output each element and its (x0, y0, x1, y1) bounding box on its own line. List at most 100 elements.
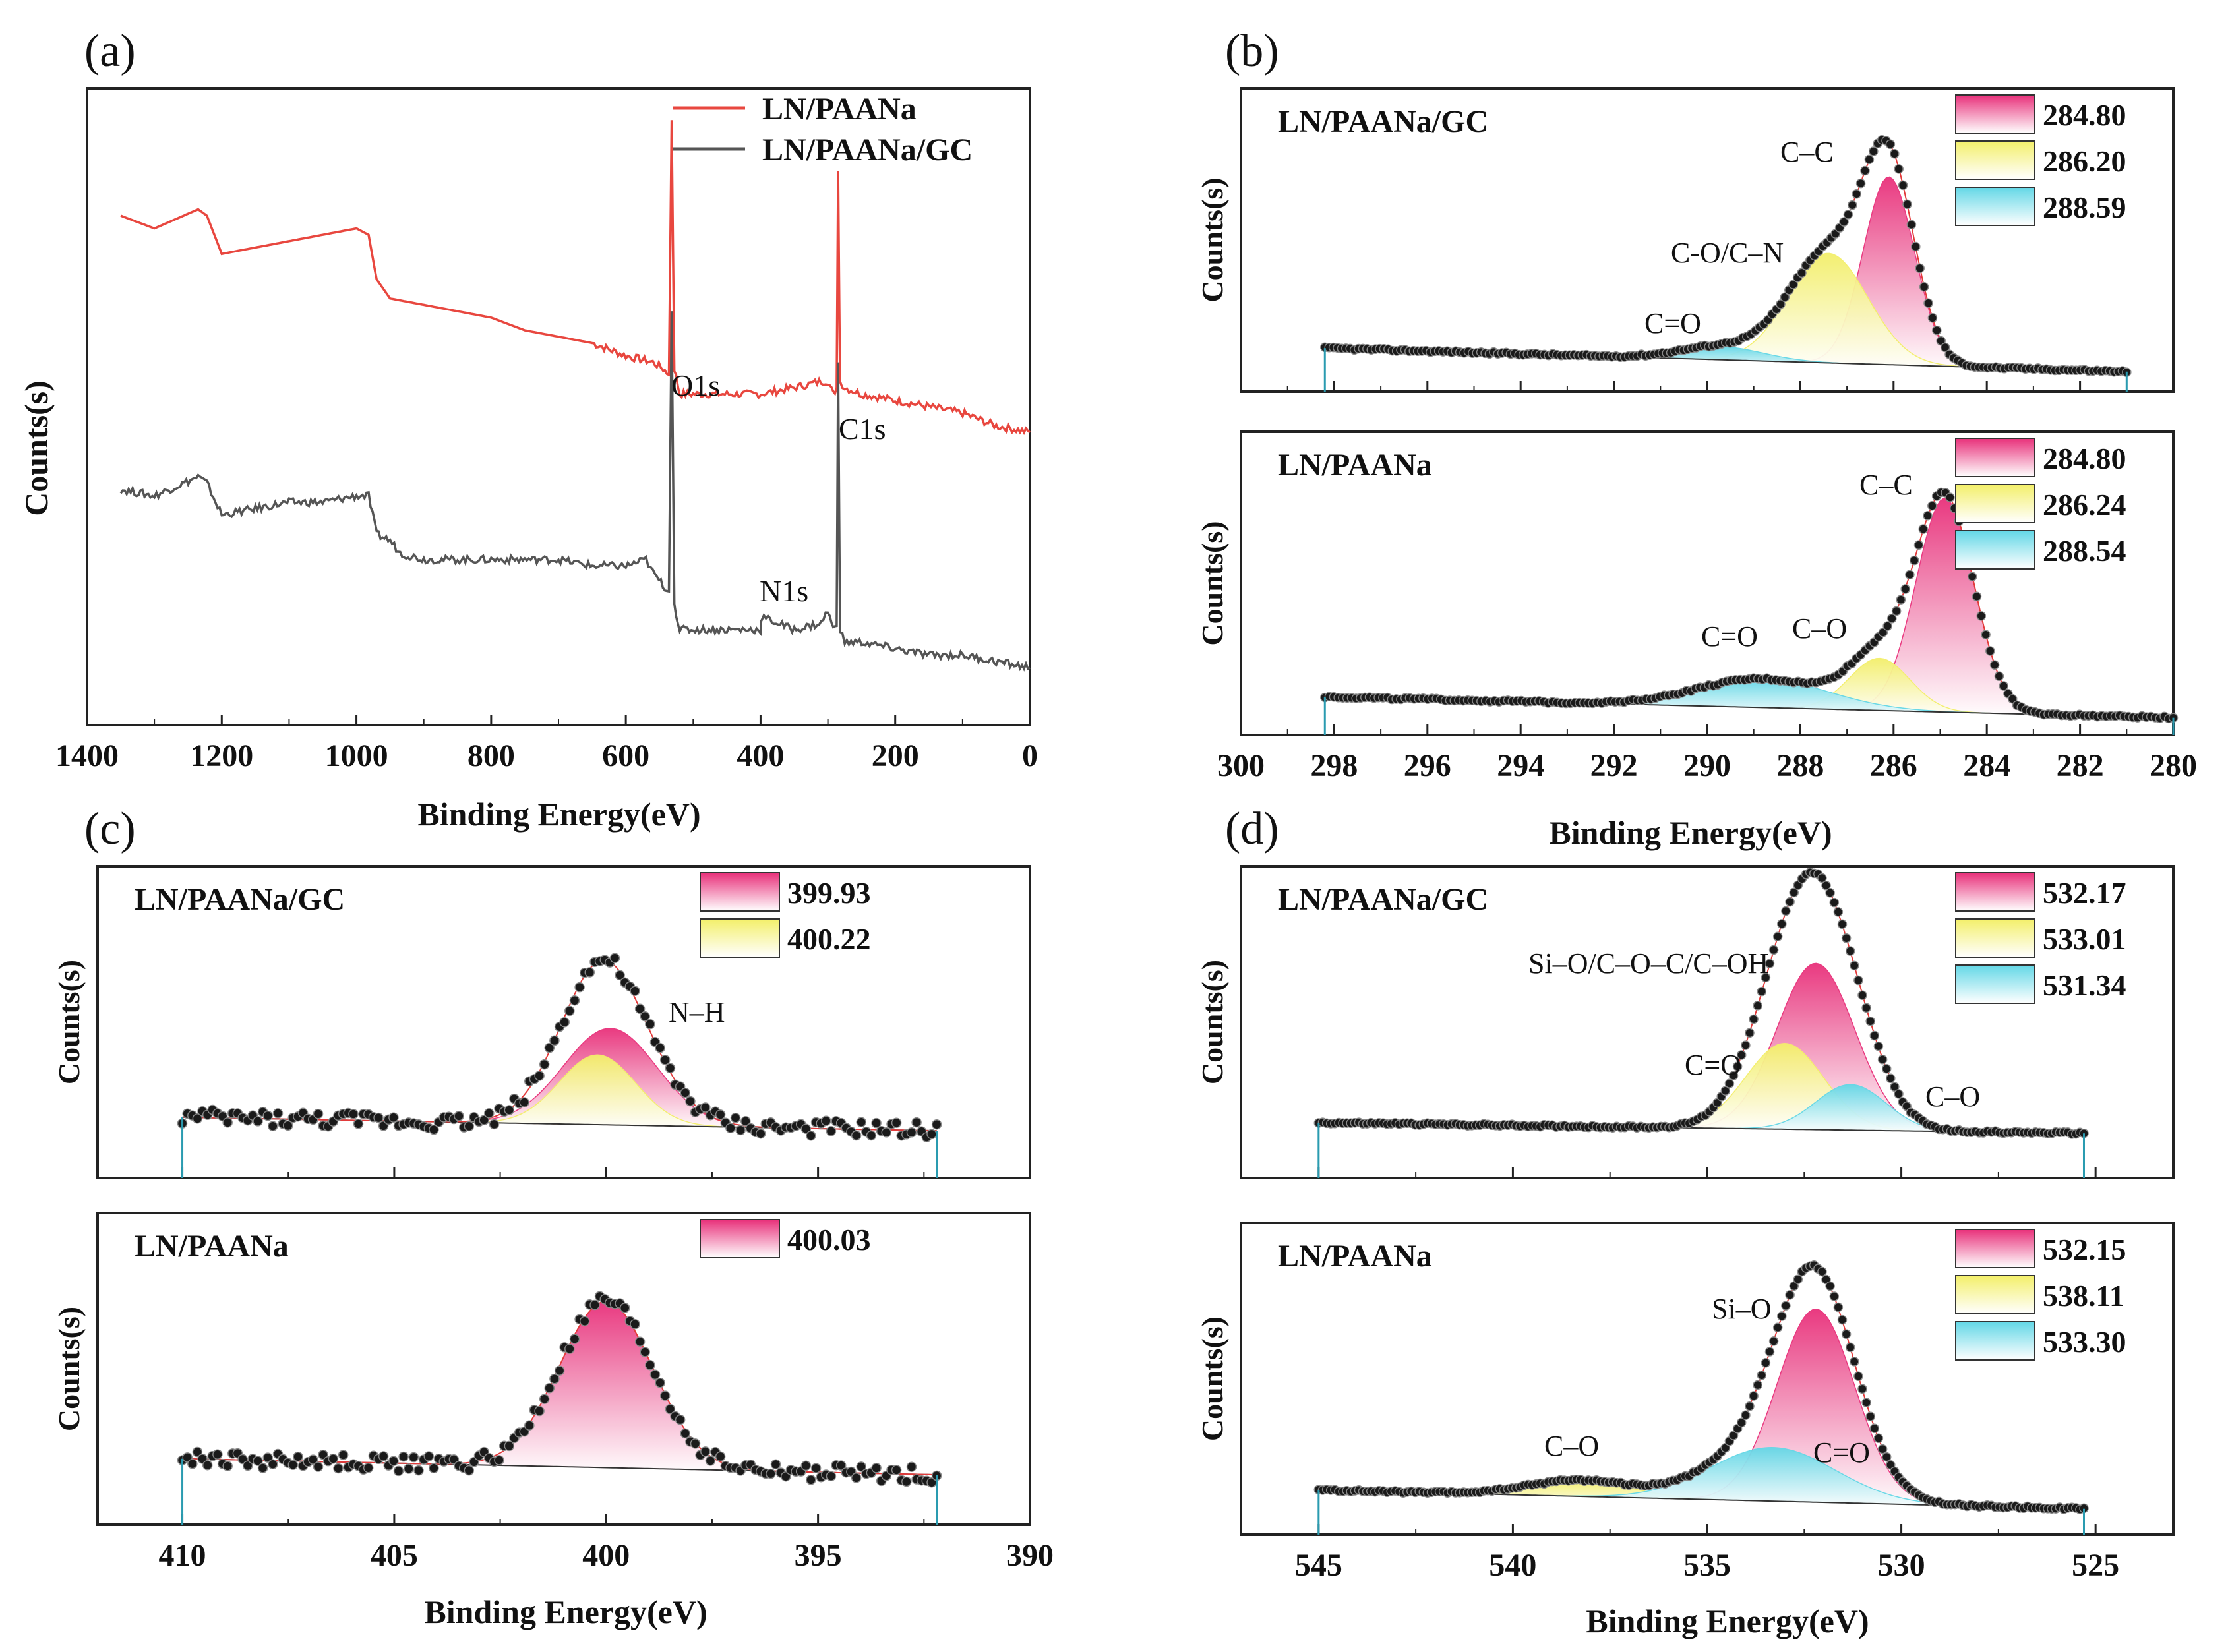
panel-b-sub1-legend-label-1: 286.24 (2043, 488, 2126, 521)
panel-c-sub1-title: LN/PAANa (135, 1229, 289, 1264)
panel-d-sub1-legend-swatch-2 (1955, 1321, 2035, 1361)
panel-b-sub1-point-148 (1981, 630, 1991, 640)
panel-d-sub0-point-130 (1837, 919, 1848, 929)
panel-c-sub0-point-65 (504, 1105, 515, 1115)
panel-b-sub0-point-136 (1894, 164, 1904, 174)
panel-b-sub0-point-139 (1906, 220, 1917, 230)
panel-a-x-tick-label-7: 0 (1022, 738, 1038, 773)
panel-d-sub0-point-103 (1728, 1071, 1739, 1080)
panel-a-x-tick-label-2: 1000 (325, 738, 388, 773)
panel-c-sub1-data-points (177, 1291, 942, 1488)
panel-c-sub0-point-79 (574, 982, 585, 993)
panel-d-sub1-point-112 (1764, 1347, 1775, 1357)
panel-d-sub1-point-130 (1837, 1314, 1848, 1325)
panel-c-sub1-point-74 (549, 1373, 560, 1384)
panel-d-sub0-point-106 (1741, 1040, 1751, 1050)
panel-c-sub0-title: LN/PAANa/GC (135, 882, 345, 917)
panel-c-sub1-point-18 (268, 1459, 278, 1469)
panel-d-sub1-legend-label-0: 532.15 (2043, 1233, 2126, 1266)
panel-c-sub1-point-26 (308, 1454, 318, 1465)
panel-c-sub0-point-21 (282, 1120, 293, 1131)
panel-c-sub1-point-69 (524, 1420, 535, 1431)
panel-c-sub1-legend-swatch-0 (700, 1219, 780, 1258)
panel-d-sub1-legend-swatch-1 (1955, 1275, 2035, 1314)
panel-b-sub1-legend-label-2: 288.54 (2043, 534, 2126, 568)
panel-c-sub1-point-102 (690, 1438, 701, 1449)
panel-d-sub0-point-104 (1732, 1061, 1743, 1071)
panel-b-sub0-point-142 (1919, 282, 1929, 292)
panel-c-sub0-point-128 (821, 1115, 831, 1127)
panel-b-sub1-legend-label-0: 284.80 (2043, 442, 2126, 475)
panel-d-sub1-point-128 (1829, 1291, 1840, 1301)
panel-b-sub0-point-108 (1776, 299, 1786, 309)
panel-c-sub0-point-55 (454, 1111, 464, 1121)
panel-d-sub1-point-134 (1853, 1371, 1863, 1381)
panel-c-sub0-point-72 (539, 1059, 550, 1070)
panel-c-sub1-point-91 (634, 1336, 646, 1347)
panel-b-sub1-point-127 (1887, 614, 1897, 624)
panel-a-series-1 (119, 311, 1031, 672)
panel-a-x-tick-label-5: 400 (737, 738, 784, 773)
panel-c-sub0-point-9 (222, 1117, 233, 1128)
panel-c-sub1-point-22 (287, 1460, 299, 1470)
panel-c-sub0-point-134 (851, 1130, 862, 1141)
panel-d-sub0-point-125 (1817, 873, 1827, 883)
panel-c-sub1-point-7 (212, 1449, 223, 1460)
panel-d-sub0-point-113 (1768, 945, 1779, 955)
panel-b-sub1-x-tick-label-1: 298 (1310, 748, 1358, 783)
panel-d-sub1-point-125 (1817, 1266, 1827, 1277)
panel-d-sub1-point-140 (1877, 1444, 1888, 1454)
panel-d-sub1-legend-swatch-0 (1955, 1229, 2035, 1268)
panel-c-sub1-point-104 (700, 1446, 711, 1457)
panel-c-sub1-point-37 (363, 1462, 374, 1473)
panel-b-sub1-point-152 (1999, 681, 2008, 691)
panel-d-sub1-x-tick-label-3: 530 (1878, 1548, 1925, 1583)
panel-c-sub1-point-65 (504, 1440, 515, 1452)
panel-d-sub1-point-105 (1736, 1417, 1747, 1428)
panel-b-sub1-point-150 (1989, 660, 2000, 670)
panel-d-sub1-point-116 (1781, 1301, 1791, 1311)
panel-d-sub1-point-108 (1749, 1391, 1759, 1401)
panel-b-sub0-point-144 (1927, 313, 1938, 323)
panel-c-sub0-point-68 (519, 1097, 529, 1107)
panel-d-sub1-point-137 (1865, 1411, 1875, 1421)
panel-b-sub1-title: LN/PAANa (1278, 448, 1432, 483)
panel-a-legend-label-0: LN/PAANa (762, 92, 917, 127)
panel-c-sub0-point-91 (634, 1003, 646, 1015)
panel-c-sub0-point-50 (429, 1124, 439, 1135)
panel-c-sub0-point-39 (373, 1112, 384, 1123)
panel-b-sub0-annotation-1: C-O/C–N (1671, 237, 1784, 269)
panel-a-series-0 (120, 120, 1031, 436)
panel-b-sub1-point-147 (1976, 611, 1987, 621)
panel-c-sub1-point-75 (554, 1365, 565, 1376)
panel-c-sub0-point-35 (353, 1119, 364, 1129)
panel-c-sub0-legend-swatch-1 (700, 918, 780, 958)
panel-c-sub0-point-77 (564, 1005, 575, 1017)
panel-d-sub0-ylabel: Counts(s) (1195, 960, 1229, 1084)
panel-c-sub1-point-32 (338, 1450, 349, 1460)
panel-c-sub0-point-61 (484, 1108, 495, 1119)
panel-a-frame (86, 87, 1031, 726)
panel-b-sub0-annotation-0: C–C (1780, 136, 1834, 168)
panel-b-sub1-point-136 (1927, 501, 1937, 511)
panel-b-sub1-x-tick-label-0: 300 (1217, 748, 1265, 783)
panel-c-sub1-point-145 (906, 1461, 917, 1472)
panel-c-sub1-point-134 (851, 1473, 862, 1483)
panel-b-sub0-point-124 (1843, 210, 1853, 220)
panel-b-sub0-legend-swatch-2 (1955, 187, 2035, 226)
panel-d-sub0-point-128 (1829, 897, 1840, 908)
panel-c-sub0-point-145 (906, 1127, 917, 1138)
panel-c-sub0-point-135 (856, 1117, 866, 1127)
panel-d-sub0-point-114 (1772, 931, 1783, 941)
panel-b-sub1-x-tick-label-10: 280 (2150, 748, 2197, 783)
panel-label-c: (c) (84, 804, 136, 854)
panel-a-x-tick-label-6: 200 (872, 738, 919, 773)
panel-a-x-tick-label-3: 800 (467, 738, 515, 773)
panel-c-sub0-point-137 (866, 1130, 877, 1141)
panel-b-sub0-point-128 (1860, 165, 1870, 176)
panel-c-sub1-point-138 (871, 1463, 882, 1473)
panel-c-sub0-point-115 (755, 1128, 766, 1139)
panel-c-sub0-point-124 (800, 1123, 812, 1134)
panel-d-sub0-title: LN/PAANa/GC (1278, 882, 1488, 917)
panel-c-sub1-point-45 (404, 1463, 414, 1474)
